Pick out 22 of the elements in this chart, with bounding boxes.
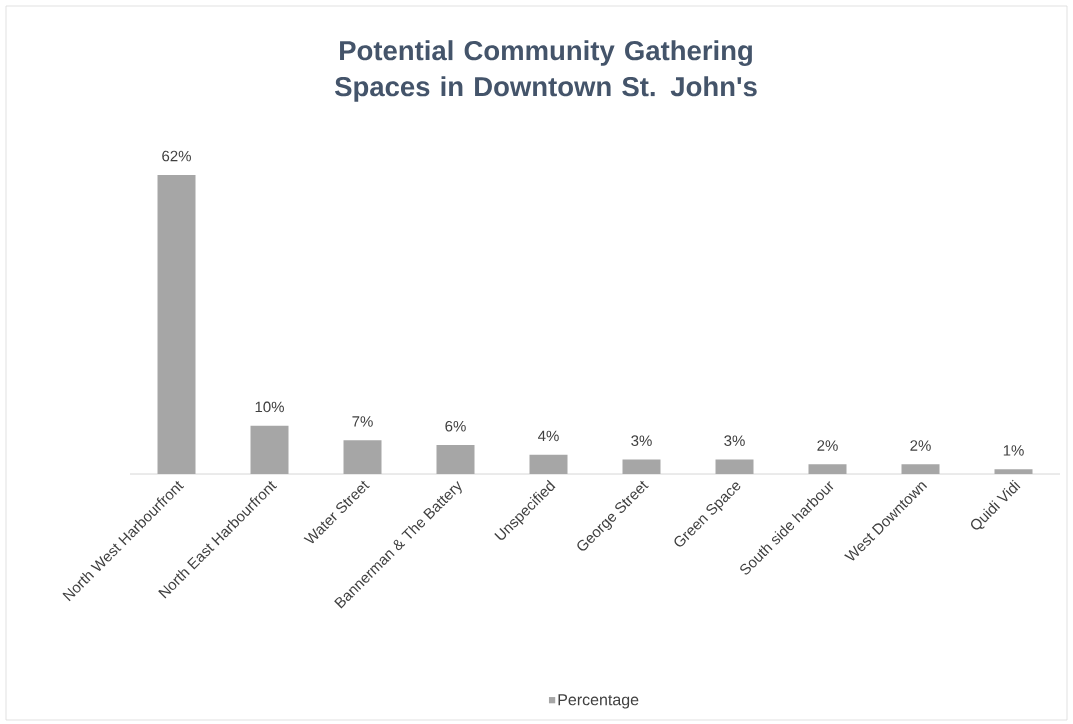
data-label: 3% — [631, 435, 652, 446]
bar — [436, 445, 475, 474]
data-label: 3% — [724, 435, 745, 446]
bar — [715, 459, 754, 474]
data-label: 2% — [817, 440, 838, 451]
bar — [808, 464, 847, 474]
data-label: 10% — [255, 401, 284, 413]
bar — [343, 440, 382, 474]
bar — [994, 469, 1033, 474]
bar — [250, 425, 289, 474]
data-label: 62% — [162, 150, 191, 162]
data-label: 6% — [445, 420, 466, 432]
chart-title: Potential Community Gathering Spaces in Downtown St. John's — [334, 40, 757, 102]
bar — [901, 464, 940, 474]
data-label: 1% — [1003, 445, 1024, 456]
data-label: 2% — [910, 440, 931, 451]
data-label: 7% — [352, 416, 373, 427]
bar — [622, 459, 661, 474]
bar — [157, 174, 196, 474]
legend-label: Percentage — [558, 694, 639, 709]
data-label: 4% — [538, 430, 559, 442]
bar — [529, 454, 568, 474]
